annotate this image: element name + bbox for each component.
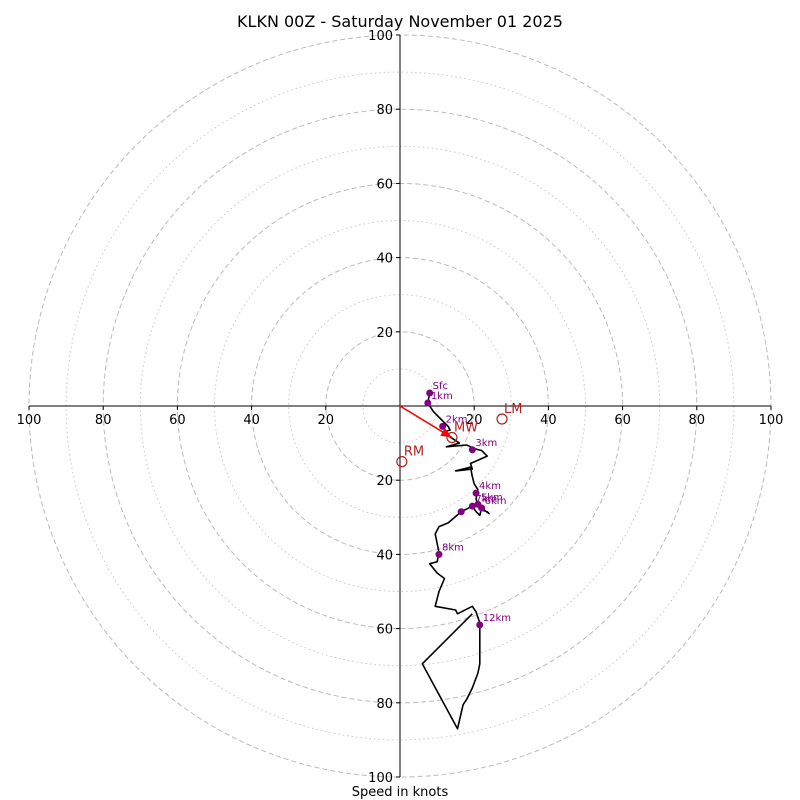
height-marker-dot: [424, 399, 432, 407]
y-tick-label: 20: [376, 474, 393, 489]
tick-labels: 100 80 60 40 20 20 40 60 80 100 100 80 60 40 20 20 40 60 8…: [17, 29, 784, 786]
height-marker-dot: [426, 389, 434, 397]
height-marker-dot: [476, 621, 484, 629]
height-marker-label: 12km: [483, 613, 511, 624]
shear-vector: [399, 405, 453, 439]
storm-motion-marker: [446, 431, 458, 444]
storm-motion-marker: [496, 413, 508, 425]
height-marker-label: 4km: [479, 481, 501, 492]
height-marker-label: Sfc: [433, 381, 448, 392]
y-tick-label: 40: [376, 548, 393, 563]
height-marker-label: 2km: [446, 414, 468, 425]
chart-title: KLKN 00Z - Saturday November 01 2025: [237, 12, 563, 31]
hodograph-trace: [421, 392, 490, 730]
x-tick-label: 100: [17, 413, 42, 428]
y-tick-label: 80: [376, 103, 393, 118]
shear-vector-arrowhead: [440, 428, 452, 438]
storm-motion-marker: [396, 456, 408, 468]
x-tick-label: 80: [95, 413, 112, 428]
height-marker-label: 7km: [475, 494, 497, 505]
height-marker-dot: [478, 504, 486, 512]
storm-motion-label: MW: [454, 421, 478, 436]
x-tick-label: 20: [466, 413, 483, 428]
storm-motion-label: LM: [504, 402, 522, 417]
y-tick-label: 100: [368, 29, 393, 44]
x-tick-label: 60: [169, 413, 186, 428]
x-tick-label: 40: [243, 413, 260, 428]
height-marker-label: 8km: [442, 542, 464, 553]
x-tick-label: 60: [614, 413, 631, 428]
storm-motion-markers: LM MW RM: [396, 402, 522, 468]
y-tick-label: 60: [376, 177, 393, 192]
height-marker-label: 3km: [475, 438, 497, 449]
y-tick-label: 60: [376, 623, 393, 638]
storm-motion-label: RM: [404, 445, 424, 460]
y-tick-label: 80: [376, 697, 393, 712]
hodograph-line: [421, 392, 490, 730]
height-marker-dot: [468, 502, 476, 510]
x-tick-label: 20: [318, 413, 335, 428]
x-tick-label: 80: [689, 413, 706, 428]
height-marker-dot: [472, 489, 480, 497]
height-marker-dot: [435, 550, 443, 558]
height-marker-label: 5km: [481, 492, 503, 503]
height-marker-dot: [439, 422, 447, 430]
x-axis-label: Speed in knots: [352, 785, 449, 800]
height-marker-label: 1km: [431, 391, 453, 402]
y-tick-label: 40: [376, 252, 393, 267]
height-marker-dot: [457, 508, 465, 516]
y-tick-label: 100: [368, 771, 393, 786]
height-marker-dot: [468, 446, 476, 454]
x-tick-label: 100: [759, 413, 784, 428]
y-tick-label: 20: [376, 326, 393, 341]
height-marker-label: 6km: [485, 496, 507, 507]
x-tick-label: 40: [540, 413, 557, 428]
